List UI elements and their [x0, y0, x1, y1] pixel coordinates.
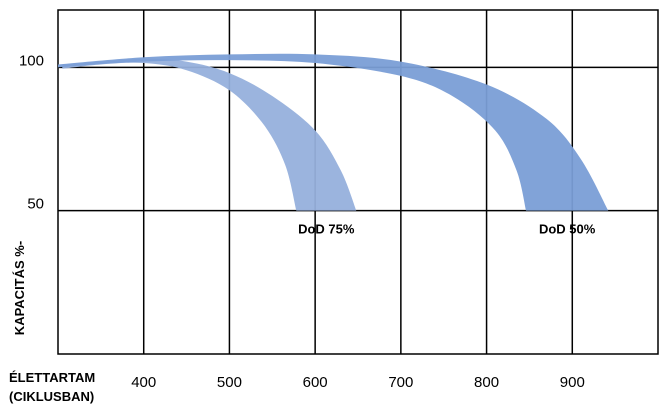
x-tick-label: 400 [131, 374, 156, 391]
x-tick-label: 700 [388, 374, 413, 391]
y-axis-title: KAPACITÁS %- [12, 241, 27, 335]
y-tick-label: 50 [27, 196, 44, 213]
band-labels: DoD 75% DoD 50% [298, 222, 596, 237]
x-axis-title-line-1: ÉLETTARTAM [9, 370, 95, 385]
band-label-2: DoD 50% [539, 222, 596, 237]
x-axis-title-line-2: (CIKLUSBAN) [9, 389, 94, 404]
band-1 [62, 58, 357, 211]
x-tick-label: 900 [560, 374, 585, 391]
y-tick-label: 100 [19, 52, 44, 69]
x-tick-label: 800 [474, 374, 499, 391]
plot-frame [57, 9, 659, 355]
capacity-bands [58, 53, 609, 211]
tick-labels: 400 500 600 700 800 900 100 50 [19, 52, 585, 391]
band-2 [58, 53, 609, 211]
band-label-1: DoD 75% [298, 222, 355, 237]
x-tick-label: 500 [217, 374, 242, 391]
x-tick-label: 600 [303, 374, 328, 391]
